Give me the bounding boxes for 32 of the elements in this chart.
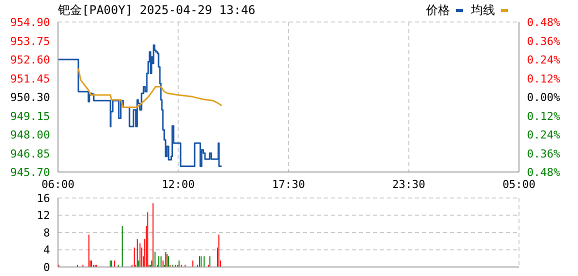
y2-tick-label: 0.36% bbox=[527, 147, 560, 160]
y-tick-label: 953.75 bbox=[10, 34, 50, 48]
line-series bbox=[78, 68, 222, 108]
x-tick-label: 12:00 bbox=[162, 178, 195, 191]
y-tick-label: 948.00 bbox=[10, 128, 50, 142]
chart-title: 钯金[PA00Y] 2025-04-29 13:46 bbox=[58, 2, 256, 19]
y2-tick-label: 0.36% bbox=[527, 34, 560, 48]
y2-tick-label: 0.12% bbox=[527, 72, 560, 86]
x-tick-label: 23:30 bbox=[392, 178, 426, 191]
y2-tick-label: 0.24% bbox=[527, 128, 560, 142]
y2-tick-label: 0.12% bbox=[527, 110, 560, 123]
y-tick-label: 4 bbox=[43, 244, 50, 257]
y-tick-label: 12 bbox=[36, 209, 50, 222]
y-tick-label: 952.60 bbox=[10, 54, 50, 66]
y2-tick-label: 0.48% bbox=[527, 16, 560, 29]
y-tick-label: 945.70 bbox=[10, 166, 50, 179]
y-tick-label: 8 bbox=[43, 226, 50, 240]
y-tick-label: 946.85 bbox=[10, 147, 50, 160]
y-tick-label: 16 bbox=[36, 192, 50, 205]
y-tick-label: 951.45 bbox=[10, 72, 50, 86]
y2-tick-label: 0.48% bbox=[527, 166, 560, 179]
legend-label: 价格 bbox=[426, 2, 450, 19]
y-tick-label: 949.15 bbox=[10, 110, 50, 123]
y-tick-label: 0 bbox=[43, 260, 50, 274]
x-tick-label: 17:30 bbox=[272, 178, 306, 191]
legend-label: 均线 bbox=[471, 2, 495, 19]
y-tick-label: 950.30 bbox=[10, 91, 50, 104]
x-tick-label: 05:00 bbox=[502, 178, 536, 191]
x-tick-label: 06:00 bbox=[41, 178, 75, 191]
y2-tick-label: 0.24% bbox=[527, 54, 560, 66]
y2-tick-label: 0.00% bbox=[527, 91, 560, 104]
y-tick-label: 954.90 bbox=[10, 16, 50, 29]
